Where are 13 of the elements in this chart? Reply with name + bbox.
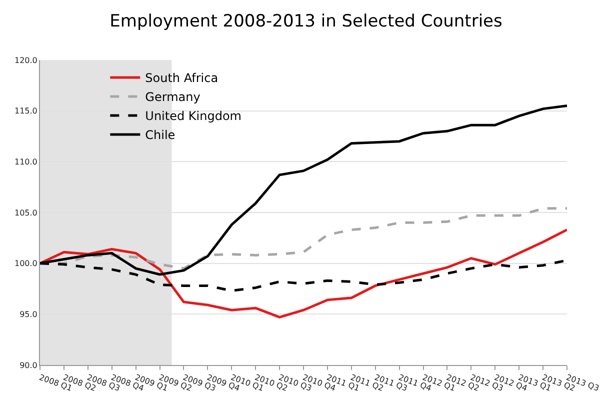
- y-tick-label: 115.0: [14, 106, 38, 116]
- chart-title: Employment 2008-2013 in Selected Countries: [110, 11, 502, 32]
- y-tick-label: 105.0: [14, 208, 38, 218]
- y-tick-label: 110.0: [14, 157, 38, 166]
- legend-label: Chile: [145, 128, 176, 142]
- y-tick-label: 100.0: [14, 259, 38, 268]
- y-tick-label: 95.0: [20, 310, 38, 319]
- legend-label: South Africa: [145, 71, 218, 86]
- legend-label: United Kingdom: [145, 109, 242, 124]
- line-series: [40, 228, 567, 318]
- legend-label: Germany: [145, 90, 200, 104]
- y-tick-label: 90.0: [20, 360, 38, 370]
- y-tick-label: 120.0: [14, 56, 38, 65]
